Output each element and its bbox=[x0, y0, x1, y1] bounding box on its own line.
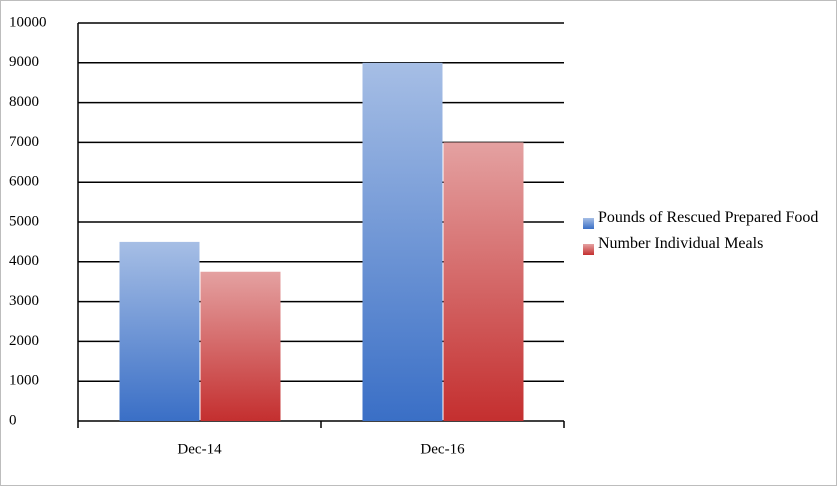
y-tick-label: 5000 bbox=[9, 213, 39, 229]
legend-marker bbox=[583, 218, 594, 229]
y-tick-label: 7000 bbox=[9, 134, 39, 150]
y-tick-label: 10000 bbox=[9, 14, 47, 30]
y-tick-label: 1000 bbox=[9, 373, 39, 389]
bar bbox=[443, 142, 524, 421]
legend-item: Number Individual Meals bbox=[583, 231, 828, 257]
legend: Pounds of Rescued Prepared Food Number In… bbox=[583, 205, 828, 257]
y-tick-label: 8000 bbox=[9, 94, 39, 110]
legend-label: Pounds of Rescued Prepared Food bbox=[598, 209, 819, 226]
x-tick-label: Dec-16 bbox=[420, 441, 465, 457]
y-tick-label: 9000 bbox=[9, 54, 39, 70]
legend-label: Number Individual Meals bbox=[598, 235, 764, 252]
bar bbox=[119, 241, 200, 421]
y-tick-label: 2000 bbox=[9, 333, 39, 349]
y-tick-label: 3000 bbox=[9, 293, 39, 309]
y-tick-label: 0 bbox=[9, 412, 17, 428]
x-tick-label: Dec-14 bbox=[177, 441, 222, 457]
y-tick-label: 4000 bbox=[9, 253, 39, 269]
bar bbox=[362, 62, 443, 422]
bar bbox=[200, 271, 281, 421]
legend-item: Pounds of Rescued Prepared Food bbox=[583, 205, 828, 231]
legend-marker bbox=[583, 244, 594, 255]
y-tick-label: 6000 bbox=[9, 174, 39, 190]
